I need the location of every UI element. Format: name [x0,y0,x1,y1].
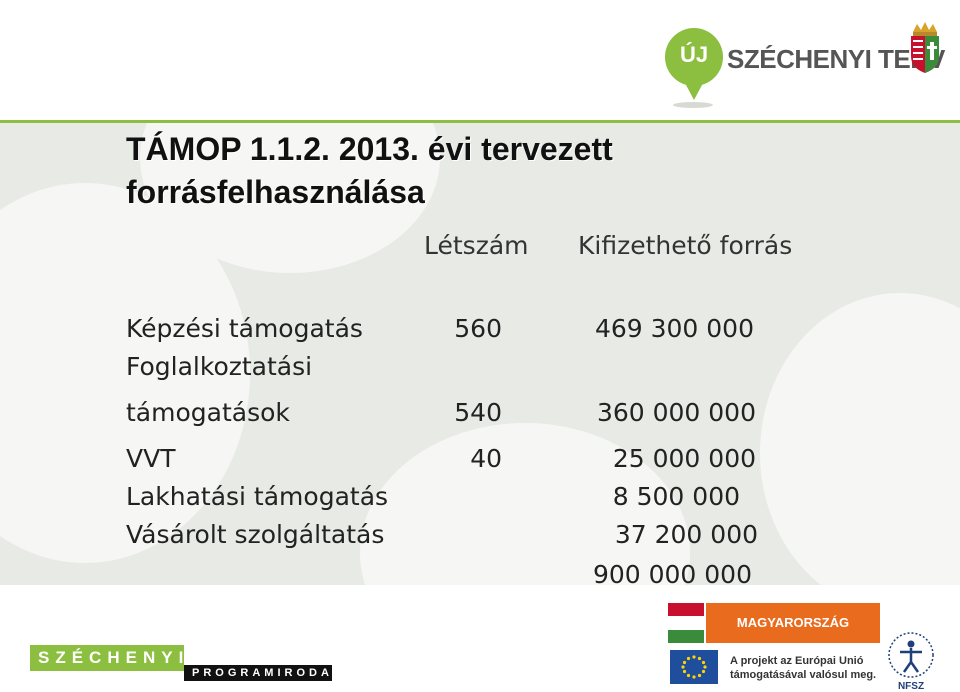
row-count: 40 [470,444,502,473]
nfsz-label: NFSZ [897,681,925,692]
szechenyi-terv-logo: ÚJ SZÉCHENYI TERV [665,22,955,112]
eu-support-text: A projekt az Európai Unió támogatásával … [730,654,876,682]
header-amount: Kifizethető forrás [578,231,793,260]
title-line-2: forrásfelhasználása [126,174,425,210]
coat-of-arms-icon [911,22,939,73]
logo-title: SZÉCHENYI TERV [727,44,945,74]
row-count: 560 [454,314,502,343]
total-amount: 900 000 000 [592,560,752,589]
programiroda-label: PROGRAMIRODA [184,665,332,681]
megujul-label: MAGYARORSZÁG MEGÚJUL [706,603,880,670]
row-count: 540 [454,398,502,427]
eu-text-line-2: támogatásával valósul meg. [730,669,877,681]
row-amount: 25 000 000 [612,444,756,473]
nfsz-emblem-icon [888,632,934,678]
map-pin-icon [665,28,723,86]
pin-text: ÚJ [679,42,709,67]
szechenyi-label: SZÉCHENYI [30,645,184,671]
row-label: Képzési támogatás [126,314,363,343]
header-bar [0,0,960,120]
row-amount: 8 500 000 [612,482,740,511]
slide-title: TÁMOP 1.1.2. 2013. évi tervezett forrásf… [126,128,613,214]
row-label-line-1: Foglalkoztatási [126,352,313,381]
title-line-1: TÁMOP 1.1.2. 2013. évi tervezett [126,131,613,167]
eu-text-line-1: A projekt az Európai Unió [730,655,864,667]
pin-shadow [673,102,713,108]
eu-flag-icon [670,650,718,684]
row-amount: 469 300 000 [594,314,754,343]
nfsz-logo: NFSZ [880,630,942,692]
row-label: Vásárolt szolgáltatás [126,520,385,549]
background-leaf [760,293,960,585]
szechenyi-programiroda-logo: SZÉCHENYI PROGRAMIRODA [30,645,332,681]
header-divider [0,120,960,123]
row-amount: 360 000 000 [596,398,756,427]
content-background [0,123,960,585]
row-label: Lakhatási támogatás [126,482,389,511]
hungarian-flag-icon [668,603,704,643]
magyarorszag-megujul-banner: MAGYARORSZÁG MEGÚJUL [668,603,880,670]
row-label: VVT [126,444,176,473]
row-amount: 37 200 000 [614,520,758,549]
row-label-line-2: támogatások [126,398,290,427]
header-count: Létszám [424,231,529,260]
